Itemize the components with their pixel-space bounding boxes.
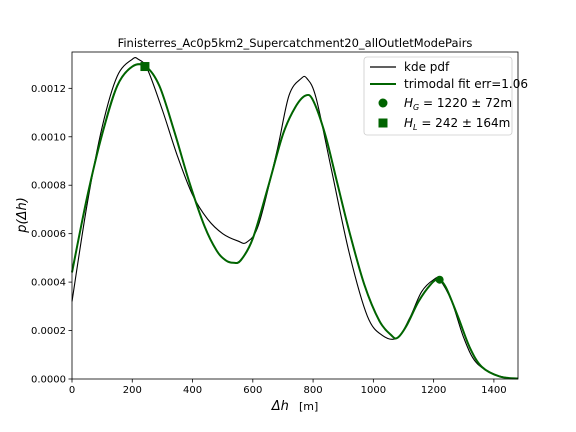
chart-title: Finisterres_Ac0p5km2_Supercatchment20_al… (118, 36, 473, 50)
y-axis-label: p(Δh) (15, 197, 30, 234)
legend-box (363, 56, 513, 136)
y-tick-label: 0.0012 (31, 84, 66, 95)
y-axis-ticks: 0.0000 0.0002 0.0004 0.0006 0.0008 0.0010 0.00… (31, 84, 72, 386)
x-tick-label: 0 (69, 385, 75, 396)
plot-frame (71, 51, 519, 380)
hg-marker (435, 275, 444, 284)
legend-kde-label: kde pdf (404, 60, 450, 74)
legend-fit-label: trimodal fit err=1.06 (404, 77, 528, 91)
x-tick-label: 1000 (361, 385, 386, 396)
legend-hg-label: HG = 1220 ± 72m (404, 96, 512, 112)
legend-hl-marker (378, 118, 388, 128)
y-tick-label: 0.0006 (31, 229, 66, 240)
legend-hl-label: HL = 242 ± 164m (404, 116, 510, 132)
x-axis-label-symbol: Δh (271, 399, 289, 414)
legend: kde pdf trimodal fit err=1.06 HG = 1220 … (363, 56, 528, 136)
x-tick-label: 200 (123, 385, 142, 396)
legend-hg-marker (378, 98, 388, 108)
marker-layer (140, 62, 444, 284)
y-tick-label: 0.0000 (31, 375, 66, 386)
x-tick-label: 600 (243, 385, 262, 396)
y-tick-label: 0.0004 (31, 278, 66, 289)
x-tick-label: 800 (304, 385, 323, 396)
y-tick-label: 0.0010 (31, 132, 66, 143)
x-axis-label: Δh [m] (271, 399, 319, 414)
x-tick-label: 1200 (421, 385, 446, 396)
x-tick-label: 400 (183, 385, 202, 396)
hl-marker (140, 62, 150, 72)
y-tick-label: 0.0008 (31, 181, 66, 192)
x-axis-label-unit: [m] (299, 400, 318, 413)
y-tick-label: 0.0002 (31, 326, 66, 337)
x-axis-ticks: 0 200 400 600 800 1000 1200 1400 (69, 379, 507, 396)
x-tick-label: 1400 (481, 385, 506, 396)
